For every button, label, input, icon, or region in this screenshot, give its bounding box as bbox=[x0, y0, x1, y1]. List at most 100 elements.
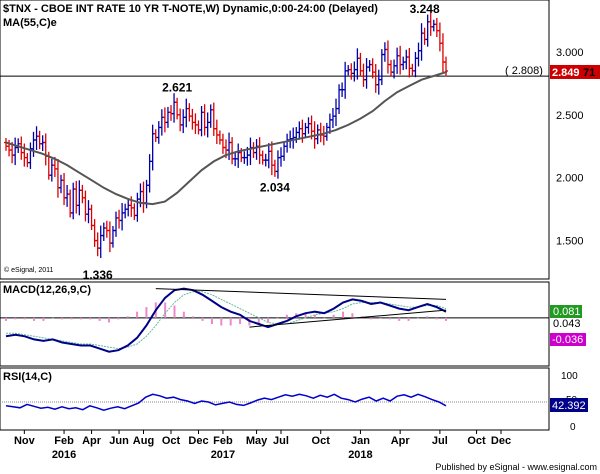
price-bar bbox=[422, 27, 427, 45]
x-axis-month-label: Feb bbox=[54, 435, 74, 447]
moving-average-line bbox=[5, 71, 447, 206]
price-bar bbox=[382, 42, 387, 62]
price-bar bbox=[334, 98, 338, 127]
price-bar bbox=[190, 108, 195, 130]
price-bar bbox=[413, 51, 418, 78]
price-bar bbox=[410, 63, 415, 76]
macd-trendline-lower bbox=[249, 309, 447, 328]
price-bar bbox=[37, 130, 42, 150]
price-tick-label: 1.500 bbox=[556, 236, 584, 248]
price-bar bbox=[141, 181, 146, 213]
price-bar bbox=[172, 93, 177, 123]
macd-panel-frame bbox=[0, 281, 550, 367]
price-bar bbox=[86, 200, 91, 224]
macd-histogram-bar bbox=[136, 311, 139, 318]
price-bar bbox=[135, 192, 140, 222]
price-bar bbox=[248, 137, 253, 166]
price-bar bbox=[196, 120, 201, 135]
x-axis-month-label: Jan bbox=[351, 435, 370, 447]
price-bar bbox=[440, 33, 445, 73]
last-price-value: 2.849 bbox=[552, 67, 580, 79]
rsi-panel-frame bbox=[0, 367, 550, 431]
price-bar bbox=[181, 109, 186, 134]
macd-histogram-bar bbox=[210, 317, 213, 324]
macd-histogram-bar bbox=[23, 317, 26, 320]
x-axis-month-label: Jul bbox=[432, 435, 448, 447]
macd-histogram-bar bbox=[229, 317, 232, 326]
x-axis-year-label: 2016 bbox=[52, 449, 76, 461]
price-bar bbox=[80, 184, 85, 204]
price-bar bbox=[31, 131, 36, 157]
price-bar bbox=[62, 172, 67, 206]
price-bar bbox=[71, 182, 76, 220]
price-bar bbox=[220, 133, 225, 154]
price-bar bbox=[13, 137, 18, 166]
price-bar bbox=[352, 61, 357, 82]
signal-value: 0.043 bbox=[553, 318, 581, 330]
macd-histogram-bar bbox=[14, 317, 17, 320]
price-bar bbox=[123, 203, 128, 219]
price-bar bbox=[227, 132, 232, 161]
price-bar bbox=[55, 158, 60, 198]
price-bar bbox=[407, 47, 412, 78]
price-bar bbox=[401, 56, 406, 71]
macd-histogram-bar bbox=[379, 317, 382, 319]
macd-histogram-bar bbox=[276, 317, 279, 319]
annotation-high-2: 3.248 bbox=[410, 2, 440, 16]
macd-histogram-bar bbox=[201, 317, 204, 321]
price-bar bbox=[330, 107, 335, 129]
histogram-value: -0.036 bbox=[552, 334, 583, 346]
rsi-tick-100: 100 bbox=[561, 371, 578, 382]
price-bar bbox=[95, 232, 100, 257]
price-bar bbox=[376, 69, 381, 95]
price-bar bbox=[34, 126, 39, 150]
macd-histogram-bar bbox=[145, 307, 148, 318]
histogram-value-box bbox=[550, 333, 586, 346]
price-bar bbox=[28, 142, 33, 169]
price-bar bbox=[89, 204, 94, 231]
macd-histogram-bar bbox=[126, 316, 129, 318]
macd-histogram-bar bbox=[117, 317, 120, 320]
price-bar bbox=[150, 124, 155, 171]
signal-value-box bbox=[550, 318, 582, 330]
macd-histogram-bar bbox=[426, 316, 429, 318]
price-bar bbox=[306, 117, 311, 134]
rsi-line bbox=[5, 393, 447, 411]
x-axis-year-label: 2017 bbox=[211, 449, 235, 461]
x-axis-month-label: Jul bbox=[273, 435, 289, 447]
macd-histogram-bar bbox=[239, 317, 242, 324]
annotation-high-1: 2.621 bbox=[162, 81, 192, 95]
macd-histogram-bar bbox=[407, 317, 410, 321]
macd-histogram-bar bbox=[323, 317, 326, 319]
price-bar bbox=[431, 19, 436, 32]
price-bar bbox=[392, 59, 397, 79]
price-bar bbox=[199, 106, 204, 137]
price-bar bbox=[404, 49, 409, 70]
price-bar bbox=[343, 61, 348, 99]
macd-histogram-bar bbox=[5, 317, 7, 321]
price-bar bbox=[175, 97, 180, 120]
macd-histogram-bar bbox=[388, 317, 391, 320]
price-bar bbox=[428, 12, 433, 36]
price-bar bbox=[110, 225, 115, 248]
macd-histogram-bar bbox=[416, 317, 419, 319]
macd-histogram-bar bbox=[220, 317, 223, 326]
price-bar bbox=[355, 48, 360, 80]
price-bar bbox=[266, 143, 271, 169]
macd-histogram-bar bbox=[42, 317, 45, 321]
price-bar bbox=[349, 63, 354, 80]
price-bar bbox=[162, 107, 167, 133]
macd-histogram-bar bbox=[435, 317, 438, 320]
macd-value: 0.081 bbox=[553, 306, 581, 318]
price-bar bbox=[74, 180, 79, 214]
price-bar bbox=[358, 52, 363, 77]
macd-histogram-bar bbox=[61, 317, 64, 320]
price-bar bbox=[373, 63, 378, 93]
price-bar bbox=[43, 133, 48, 166]
price-bar bbox=[114, 211, 118, 237]
macd-value-box bbox=[550, 305, 582, 318]
annotation-low-2: 2.034 bbox=[260, 180, 290, 194]
price-bar bbox=[269, 141, 274, 176]
macd-histogram-bar bbox=[107, 317, 110, 323]
